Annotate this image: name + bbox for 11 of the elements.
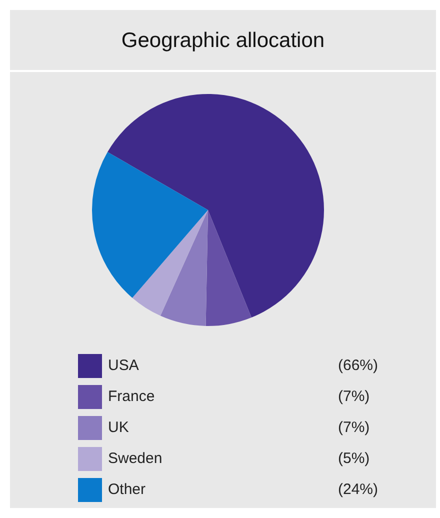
data-label: (5%): [338, 450, 370, 467]
data-label: (24%): [338, 481, 378, 498]
chart-title: Geographic allocation: [10, 10, 436, 72]
legend-label: France: [108, 388, 155, 405]
legend-label: Sweden: [108, 450, 162, 467]
data-label: (7%): [338, 419, 370, 436]
data-label: (7%): [338, 388, 370, 405]
data-label: (66%): [338, 357, 378, 374]
legend-label: UK: [108, 419, 129, 436]
legend-label: USA: [108, 357, 139, 374]
legend-label: Other: [108, 481, 146, 498]
